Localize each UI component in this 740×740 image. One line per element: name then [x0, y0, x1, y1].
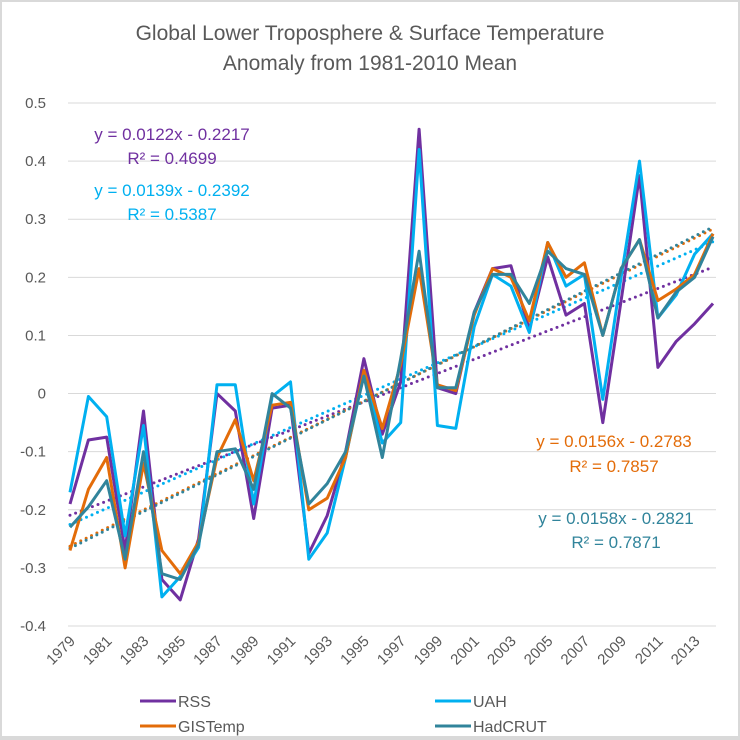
uah-equation: y = 0.0139x - 0.2392: [94, 181, 249, 200]
x-tick-label: 1985: [153, 633, 189, 669]
x-tick-label: 1995: [337, 633, 373, 669]
x-tick-label: 2005: [521, 633, 557, 669]
x-tick-label: 2013: [668, 633, 704, 669]
x-tick-label: 2007: [558, 633, 594, 669]
trendlines: [68, 225, 715, 550]
legend-item-uah[interactable]: UAH: [435, 694, 507, 711]
rss-equation: y = 0.0122x - 0.2217: [94, 125, 249, 144]
series-line-hadcrut[interactable]: [68, 236, 715, 581]
trendline-rss: [68, 265, 715, 517]
chart-title-line-1: Global Lower Troposphere & Surface Tempe…: [136, 22, 605, 45]
series-lines: [68, 127, 715, 602]
y-tick-label: -0.3: [20, 560, 46, 577]
x-tick-label: 1979: [43, 633, 79, 669]
y-tick-label: 0.5: [25, 95, 46, 112]
y-tick-label: -0.1: [20, 444, 46, 461]
legend-label-gistemp: GISTemp: [178, 719, 245, 736]
y-tick-label: 0.2: [25, 269, 46, 286]
rss-r2: R² = 0.4699: [127, 149, 216, 168]
legend-label-rss: RSS: [178, 694, 211, 711]
y-tick-label: -0.4: [20, 618, 46, 635]
x-tick-label: 1981: [80, 633, 116, 669]
x-tick-label: 1989: [227, 633, 263, 669]
legend-label-hadcrut: HadCRUT: [473, 719, 547, 736]
legend-item-gistemp[interactable]: GISTemp: [140, 719, 245, 736]
legend-item-hadcrut[interactable]: HadCRUT: [435, 719, 547, 736]
x-tick-label: 2011: [632, 633, 667, 668]
y-tick-label: 0.1: [25, 327, 46, 344]
y-tick-label: 0.4: [25, 153, 46, 170]
x-tick-label: 1991: [264, 633, 300, 669]
hadcrut-equation: y = 0.0158x - 0.2821: [538, 509, 693, 528]
x-tick-label: 1983: [117, 633, 153, 669]
gistemp-equation: y = 0.0156x - 0.2783: [536, 432, 691, 451]
y-tick-label: -0.2: [20, 502, 46, 519]
y-tick-label: 0.3: [25, 211, 46, 228]
uah-r2: R² = 0.5387: [127, 205, 216, 224]
gistemp-r2: R² = 0.7857: [569, 457, 658, 476]
chart-title-line-2: Anomaly from 1981-2010 Mean: [223, 52, 517, 75]
legend-item-rss[interactable]: RSS: [140, 694, 211, 711]
hadcrut-r2: R² = 0.7871: [571, 533, 660, 552]
x-axis-ticks: 1979 1981 1983 1985 1987 1989 1991 1993 1995 1997…: [43, 633, 703, 669]
legend-label-uah: UAH: [473, 694, 507, 711]
trendline-equations: y = 0.0122x - 0.2217 R² = 0.4699 y = 0.0…: [94, 125, 693, 552]
y-tick-label: 0: [38, 386, 46, 403]
y-axis-ticks: 0.5 0.4 0.3 0.2 0.1 0 -0.1 -0.2 -0.3 -0.4: [20, 95, 46, 635]
x-tick-label: 1997: [374, 633, 410, 669]
legend: RSS UAH GISTemp HadCRUT: [140, 694, 547, 736]
x-tick-label: 2003: [484, 633, 520, 669]
chart-title: Global Lower Troposphere & Surface Tempe…: [136, 22, 605, 75]
x-tick-label: 2001: [447, 633, 483, 669]
trendline-hadcrut: [68, 225, 715, 550]
x-tick-label: 1987: [190, 633, 226, 669]
x-tick-label: 1999: [411, 633, 447, 669]
x-tick-label: 2009: [594, 633, 630, 669]
x-tick-label: 1993: [300, 633, 336, 669]
